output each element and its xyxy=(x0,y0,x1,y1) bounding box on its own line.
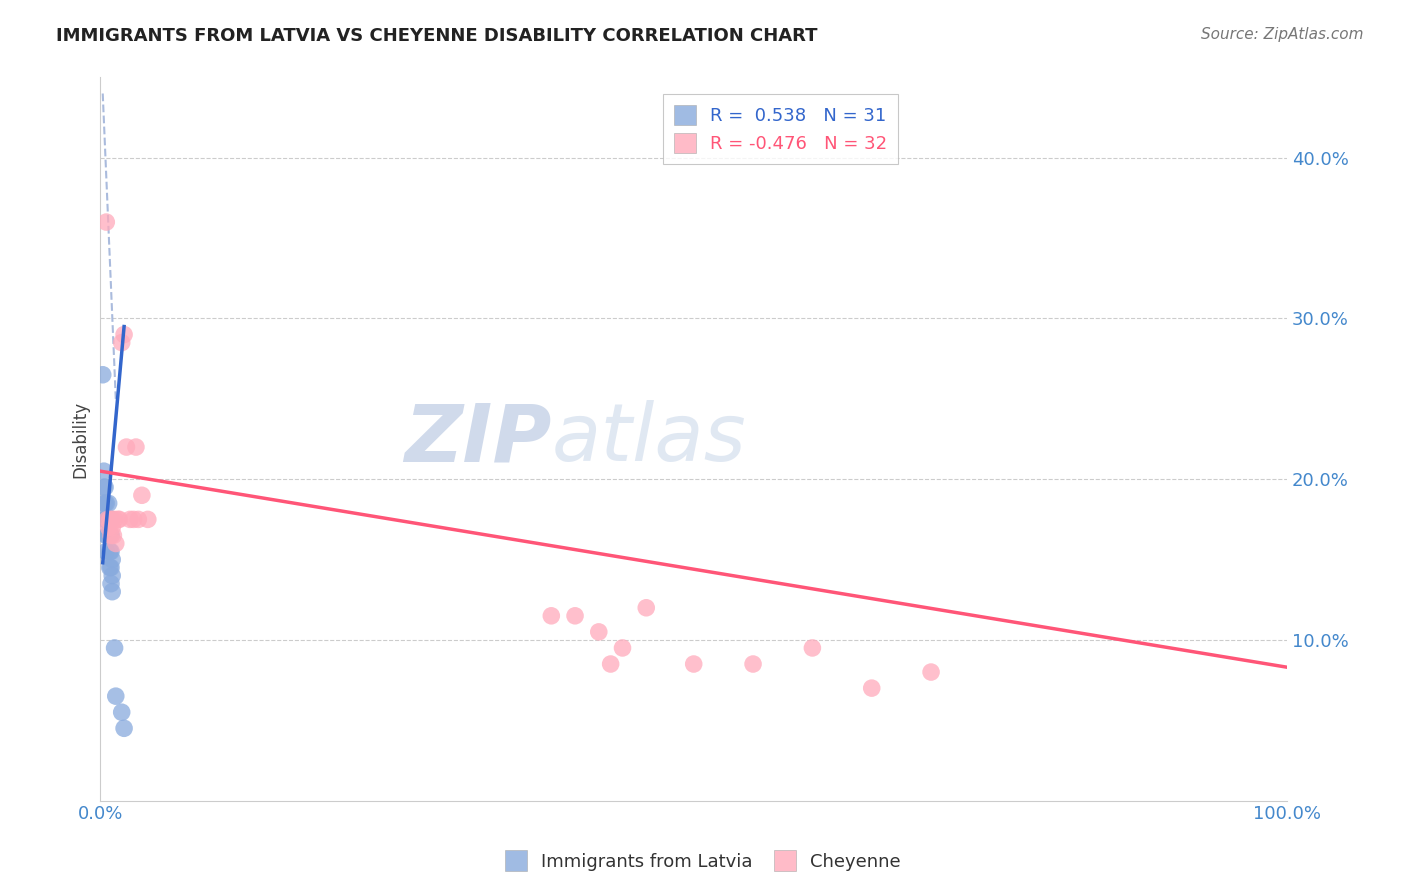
Point xyxy=(599,657,621,671)
Point xyxy=(100,560,122,574)
Point xyxy=(127,512,149,526)
Point xyxy=(101,568,124,582)
Point xyxy=(118,512,141,526)
Point xyxy=(100,576,122,591)
Point xyxy=(136,512,159,526)
Point xyxy=(104,689,127,703)
Point xyxy=(98,544,121,558)
Point xyxy=(101,512,124,526)
Point xyxy=(112,721,135,735)
Point xyxy=(96,512,118,526)
Point xyxy=(94,480,117,494)
Point xyxy=(100,528,122,542)
Point xyxy=(111,335,134,350)
Point xyxy=(612,640,634,655)
Point xyxy=(98,560,121,574)
Point xyxy=(131,488,153,502)
Point xyxy=(100,544,122,558)
Point xyxy=(108,512,131,526)
Point xyxy=(103,528,125,542)
Point xyxy=(107,512,129,526)
Point xyxy=(93,512,115,526)
Point xyxy=(920,665,942,679)
Point xyxy=(636,600,658,615)
Point xyxy=(94,512,117,526)
Point xyxy=(682,657,704,671)
Point xyxy=(96,496,118,510)
Point xyxy=(94,496,117,510)
Point xyxy=(98,512,121,526)
Point xyxy=(100,512,122,526)
Point xyxy=(96,528,118,542)
Point xyxy=(564,608,586,623)
Point xyxy=(91,368,114,382)
Text: IMMIGRANTS FROM LATVIA VS CHEYENNE DISABILITY CORRELATION CHART: IMMIGRANTS FROM LATVIA VS CHEYENNE DISAB… xyxy=(56,27,818,45)
Point xyxy=(101,584,124,599)
Point xyxy=(860,681,883,695)
Point xyxy=(122,512,145,526)
Point xyxy=(742,657,765,671)
Point xyxy=(101,520,124,534)
Point xyxy=(104,640,127,655)
Point xyxy=(112,327,135,342)
Point xyxy=(93,480,115,494)
Point xyxy=(97,496,120,510)
Point xyxy=(96,528,118,542)
Text: atlas: atlas xyxy=(551,400,747,478)
Point xyxy=(111,705,134,719)
Point xyxy=(801,640,824,655)
Point xyxy=(100,528,122,542)
Point xyxy=(125,440,148,454)
Legend: R =  0.538   N = 31, R = -0.476   N = 32: R = 0.538 N = 31, R = -0.476 N = 32 xyxy=(664,94,898,164)
Point xyxy=(96,215,118,229)
Legend: Immigrants from Latvia, Cheyenne: Immigrants from Latvia, Cheyenne xyxy=(498,843,908,879)
Point xyxy=(96,544,118,558)
Point xyxy=(98,528,121,542)
Point xyxy=(115,440,138,454)
Point xyxy=(96,512,118,526)
Point xyxy=(96,512,118,526)
Point xyxy=(540,608,562,623)
Point xyxy=(93,464,115,478)
Point xyxy=(97,512,120,526)
Y-axis label: Disability: Disability xyxy=(72,401,89,477)
Point xyxy=(104,512,127,526)
Point xyxy=(101,552,124,566)
Text: ZIP: ZIP xyxy=(404,400,551,478)
Point xyxy=(93,496,115,510)
Point xyxy=(97,520,120,534)
Point xyxy=(588,624,610,639)
Point xyxy=(104,536,127,550)
Text: Source: ZipAtlas.com: Source: ZipAtlas.com xyxy=(1201,27,1364,42)
